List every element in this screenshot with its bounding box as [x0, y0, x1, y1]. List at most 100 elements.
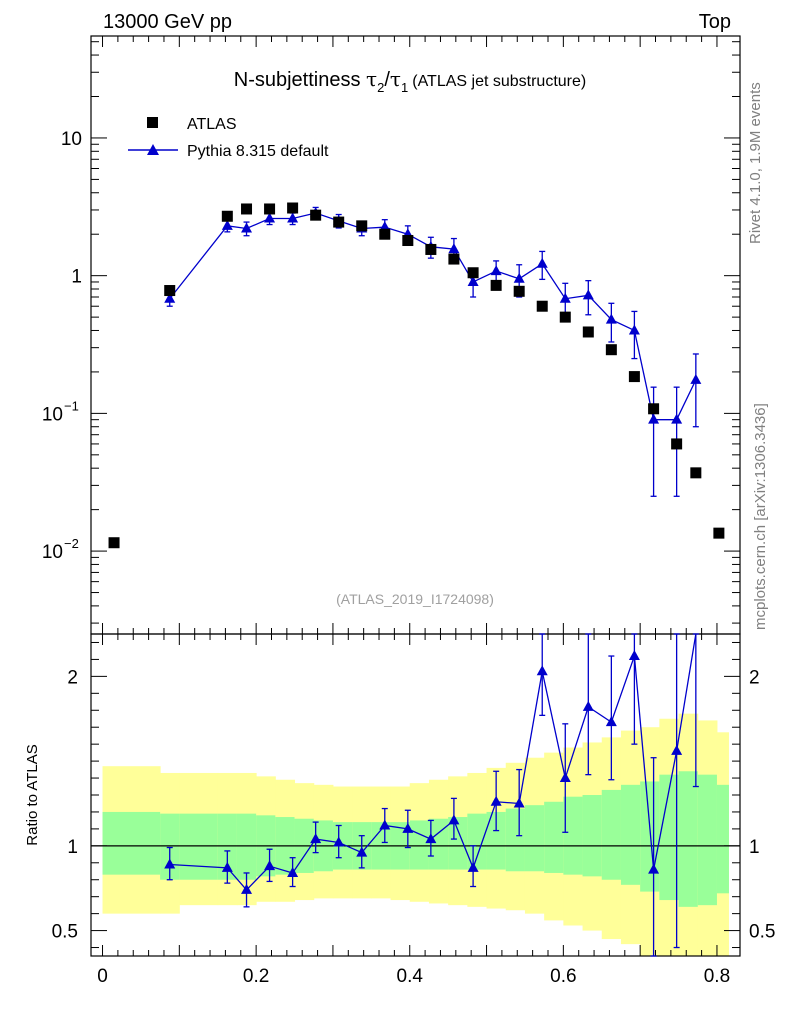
green-band-bin	[505, 808, 526, 872]
legend-atlas-label: ATLAS	[187, 116, 237, 133]
ratio-pythia-point	[513, 797, 525, 808]
ratio-pythia-point	[221, 861, 233, 872]
atlas-point	[690, 467, 702, 479]
green-band-bin	[448, 817, 468, 870]
green-band-bin	[659, 774, 680, 901]
mcplots-label: mcplots.cern.ch [arXiv:1306.3436]	[752, 403, 769, 630]
title-sub-1: 1	[401, 80, 408, 95]
atlas-point	[605, 344, 617, 356]
green-band-bin	[428, 818, 449, 870]
legend-pythia-marker	[147, 144, 159, 155]
pythia-point	[264, 212, 276, 223]
atlas-point	[379, 228, 391, 240]
atlas-point	[310, 209, 322, 221]
atlas-point	[264, 203, 276, 215]
atlas-point	[490, 279, 502, 291]
pythia-point	[536, 257, 548, 268]
ratio-pythia-point	[628, 650, 640, 661]
main-plot-series	[108, 202, 725, 549]
ratio-y-tick-label-right: 0.5	[749, 922, 775, 943]
atlas-point	[648, 403, 660, 415]
pythia-point	[221, 219, 233, 230]
legend-pythia-label: Pythia 8.315 default	[187, 143, 329, 160]
green-band-bin	[716, 784, 729, 894]
ratio-pythia-point	[164, 858, 176, 869]
x-tick-label: 0.6	[550, 966, 576, 987]
ratio-pythia-point	[356, 846, 368, 857]
ratio-pythia-point	[582, 700, 594, 711]
ratio-pythia-point	[448, 814, 460, 825]
pythia-point	[467, 275, 479, 286]
y-tick-label: 1	[71, 267, 82, 288]
atlas-point	[425, 243, 437, 255]
y-tick-label: 10	[42, 542, 63, 563]
header-energy-label: 13000 GeV pp	[103, 11, 232, 33]
pythia-point	[241, 222, 253, 233]
pythia-point	[379, 221, 391, 232]
atlas-point	[287, 202, 299, 214]
title-sub-2: 2	[377, 80, 384, 95]
atlas-point	[108, 537, 120, 549]
atlas-point	[241, 203, 253, 215]
x-tick-label: 0.4	[397, 966, 424, 987]
green-band-bin	[620, 784, 641, 885]
ratio-y-tick-label-left: 1	[67, 837, 78, 858]
pythia-point	[628, 324, 640, 335]
title-slash: /	[384, 69, 390, 91]
legend-atlas-marker	[147, 117, 158, 128]
ratio-pythia-point	[648, 863, 660, 874]
ratio-y-tick-label-left: 2	[67, 667, 78, 688]
ratio-pythia-point	[264, 860, 276, 871]
atlas-point	[582, 326, 594, 338]
atlas-point	[513, 285, 525, 297]
green-band-bin	[582, 795, 603, 877]
green-band-bin	[486, 811, 507, 870]
green-band-bin	[524, 805, 545, 872]
green-band-bin	[102, 811, 161, 875]
rivet-label: Rivet 4.1.0, 1.9M events	[747, 82, 764, 244]
atlas-point	[536, 300, 548, 312]
ratio-pythia-point	[605, 716, 617, 727]
pythia-point	[648, 413, 660, 424]
atlas-point	[467, 267, 479, 279]
ratio-pythia-point	[467, 861, 479, 872]
y-tick-label: 10	[42, 404, 63, 425]
ratio-uncertainty-bands	[102, 713, 729, 956]
ratio-pythia-point	[333, 836, 345, 847]
pythia-point	[490, 265, 502, 276]
ratio-pythia-point	[241, 883, 253, 894]
title-tau-1: τ	[390, 67, 401, 91]
atlas-point	[713, 527, 725, 539]
atlas-point	[356, 220, 368, 232]
ratio-pythia-point	[287, 866, 299, 877]
atlas-point	[221, 210, 233, 222]
ratio-y-tick-label-right: 2	[749, 667, 760, 688]
y-tick-label: 10	[61, 129, 82, 150]
ratio-y-tick-label-right: 1	[749, 837, 760, 858]
ratio-y-tick-label-left: 0.5	[52, 922, 78, 943]
pythia-point	[164, 292, 176, 303]
atlas-point	[628, 371, 640, 383]
ratio-ylabel: Ratio to ATLAS	[24, 744, 41, 845]
ratio-pythia-point	[536, 665, 548, 676]
pythia-point	[605, 313, 617, 324]
atlas-point	[671, 438, 683, 450]
pythia-point	[513, 272, 525, 283]
green-band-bin	[678, 771, 699, 907]
green-band-bin	[467, 813, 488, 870]
green-band-bin	[217, 813, 238, 880]
y-tick-exponent: −1	[64, 398, 79, 413]
green-band-bin	[236, 813, 257, 880]
title-suffix: (ATLAS jet substructure)	[412, 73, 586, 90]
atlas-point	[164, 285, 176, 297]
x-tick-label: 0.2	[243, 966, 269, 987]
pythia-point	[582, 289, 594, 300]
atlas-point	[333, 216, 345, 228]
ratio-pythia-point	[310, 833, 322, 844]
ratio-pythia-point	[559, 772, 571, 783]
green-band-bin	[544, 801, 564, 873]
green-band-bin	[697, 774, 718, 906]
header-top-label: Top	[699, 11, 731, 33]
